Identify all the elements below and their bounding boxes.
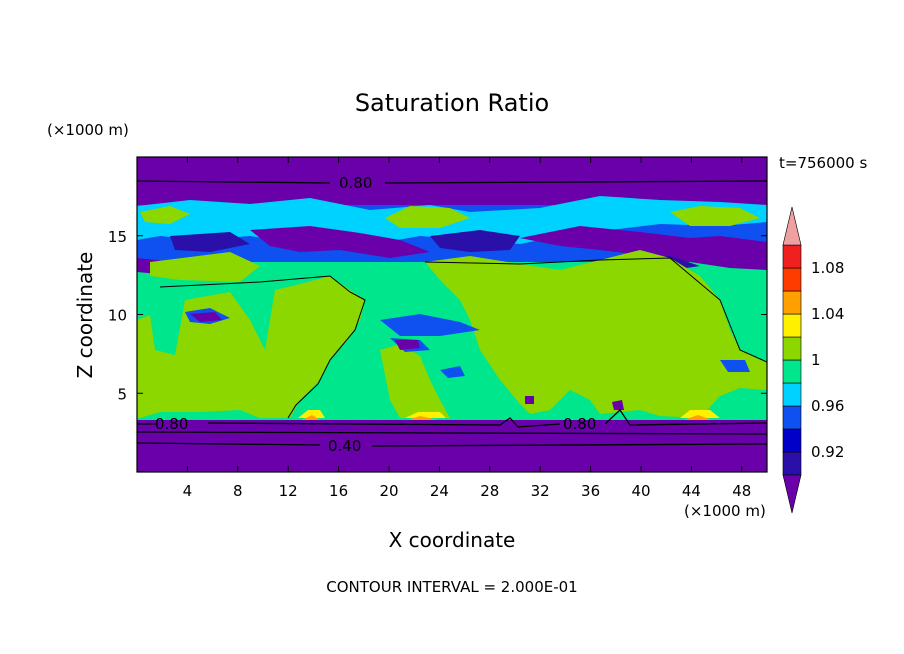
colorbar-segment	[782, 382, 802, 407]
colorbar-segment	[782, 267, 802, 292]
contour-labels: 0.80 0.80 0.80 0.40	[155, 174, 596, 455]
x-axis-unit-label: (×1000 m)	[684, 502, 766, 520]
y-axis-ticks: 5 10 15	[108, 228, 767, 403]
x-axis-ticks: 4 8 12 16 20 24 28 32 36 40 44 48	[183, 157, 751, 500]
colorbar-tick-label: 0.96	[811, 397, 844, 415]
plot-area: 0.80 0.80 0.80 0.40	[137, 157, 767, 472]
colorbar-extend-high	[782, 206, 802, 246]
y-tick-label: 15	[108, 228, 127, 246]
colorbar-segment	[782, 313, 802, 338]
x-tick-label: 12	[279, 482, 298, 500]
contour-line-0-60-bottom	[137, 431, 767, 435]
x-tick-label: 36	[581, 482, 600, 500]
colorbar-tick-label: 1.08	[811, 259, 844, 277]
x-axis-title: X coordinate	[389, 528, 516, 552]
colorbar-segment	[782, 428, 802, 453]
colorbar-segment	[782, 290, 802, 315]
x-tick-label: 32	[531, 482, 550, 500]
colorbar-segment	[782, 336, 802, 361]
colorbar-segment	[782, 451, 802, 476]
mid-green-region-center	[425, 250, 767, 418]
colorbar-tick-label: 0.92	[811, 443, 844, 461]
contour-line-mid-upper	[159, 257, 767, 419]
x-tick-label: 40	[631, 482, 650, 500]
contour-line-0-40-bottom	[137, 442, 767, 447]
y-tick-label: 5	[117, 385, 127, 403]
contour-lines	[137, 180, 767, 447]
x-tick-label: 20	[379, 482, 398, 500]
y-axis-unit-label: (×1000 m)	[47, 121, 129, 139]
time-label: t=756000 s	[779, 154, 867, 172]
x-tick-label: 24	[430, 482, 449, 500]
colorbar-tick-label: 1.04	[811, 305, 844, 323]
colorbar-segment	[782, 359, 802, 384]
x-tick-label: 48	[732, 482, 751, 500]
colorbar-segment	[782, 244, 802, 269]
colorbar-extend-low	[782, 474, 802, 514]
colorbar-tick-label: 1	[811, 351, 821, 369]
upper-green-cells	[140, 206, 760, 282]
x-tick-label: 28	[480, 482, 499, 500]
x-tick-label: 44	[682, 482, 701, 500]
colorbar: 0.92 0.96 1 1.04 1.08	[782, 206, 844, 514]
x-tick-label: 16	[329, 482, 348, 500]
y-axis-title: Z coordinate	[73, 252, 97, 379]
contour-interval-footer: CONTOUR INTERVAL = 2.000E-01	[326, 578, 577, 596]
upper-purple-layer	[137, 226, 767, 276]
x-tick-label: 8	[233, 482, 243, 500]
contour-label-bottom-right: 0.80	[563, 415, 596, 433]
mid-green-region-left	[380, 344, 450, 418]
contour-line-0-80-bottom	[137, 409, 767, 428]
contour-label-top: 0.80	[339, 174, 372, 192]
y-tick-label: 10	[108, 307, 127, 325]
contour-label-0-40: 0.40	[328, 437, 361, 455]
x-tick-label: 4	[183, 482, 193, 500]
chart-title: Saturation Ratio	[355, 89, 549, 117]
contour-label-bottom-left: 0.80	[155, 415, 188, 433]
contour-line-0-80-top	[137, 180, 767, 184]
colorbar-segment	[782, 405, 802, 430]
